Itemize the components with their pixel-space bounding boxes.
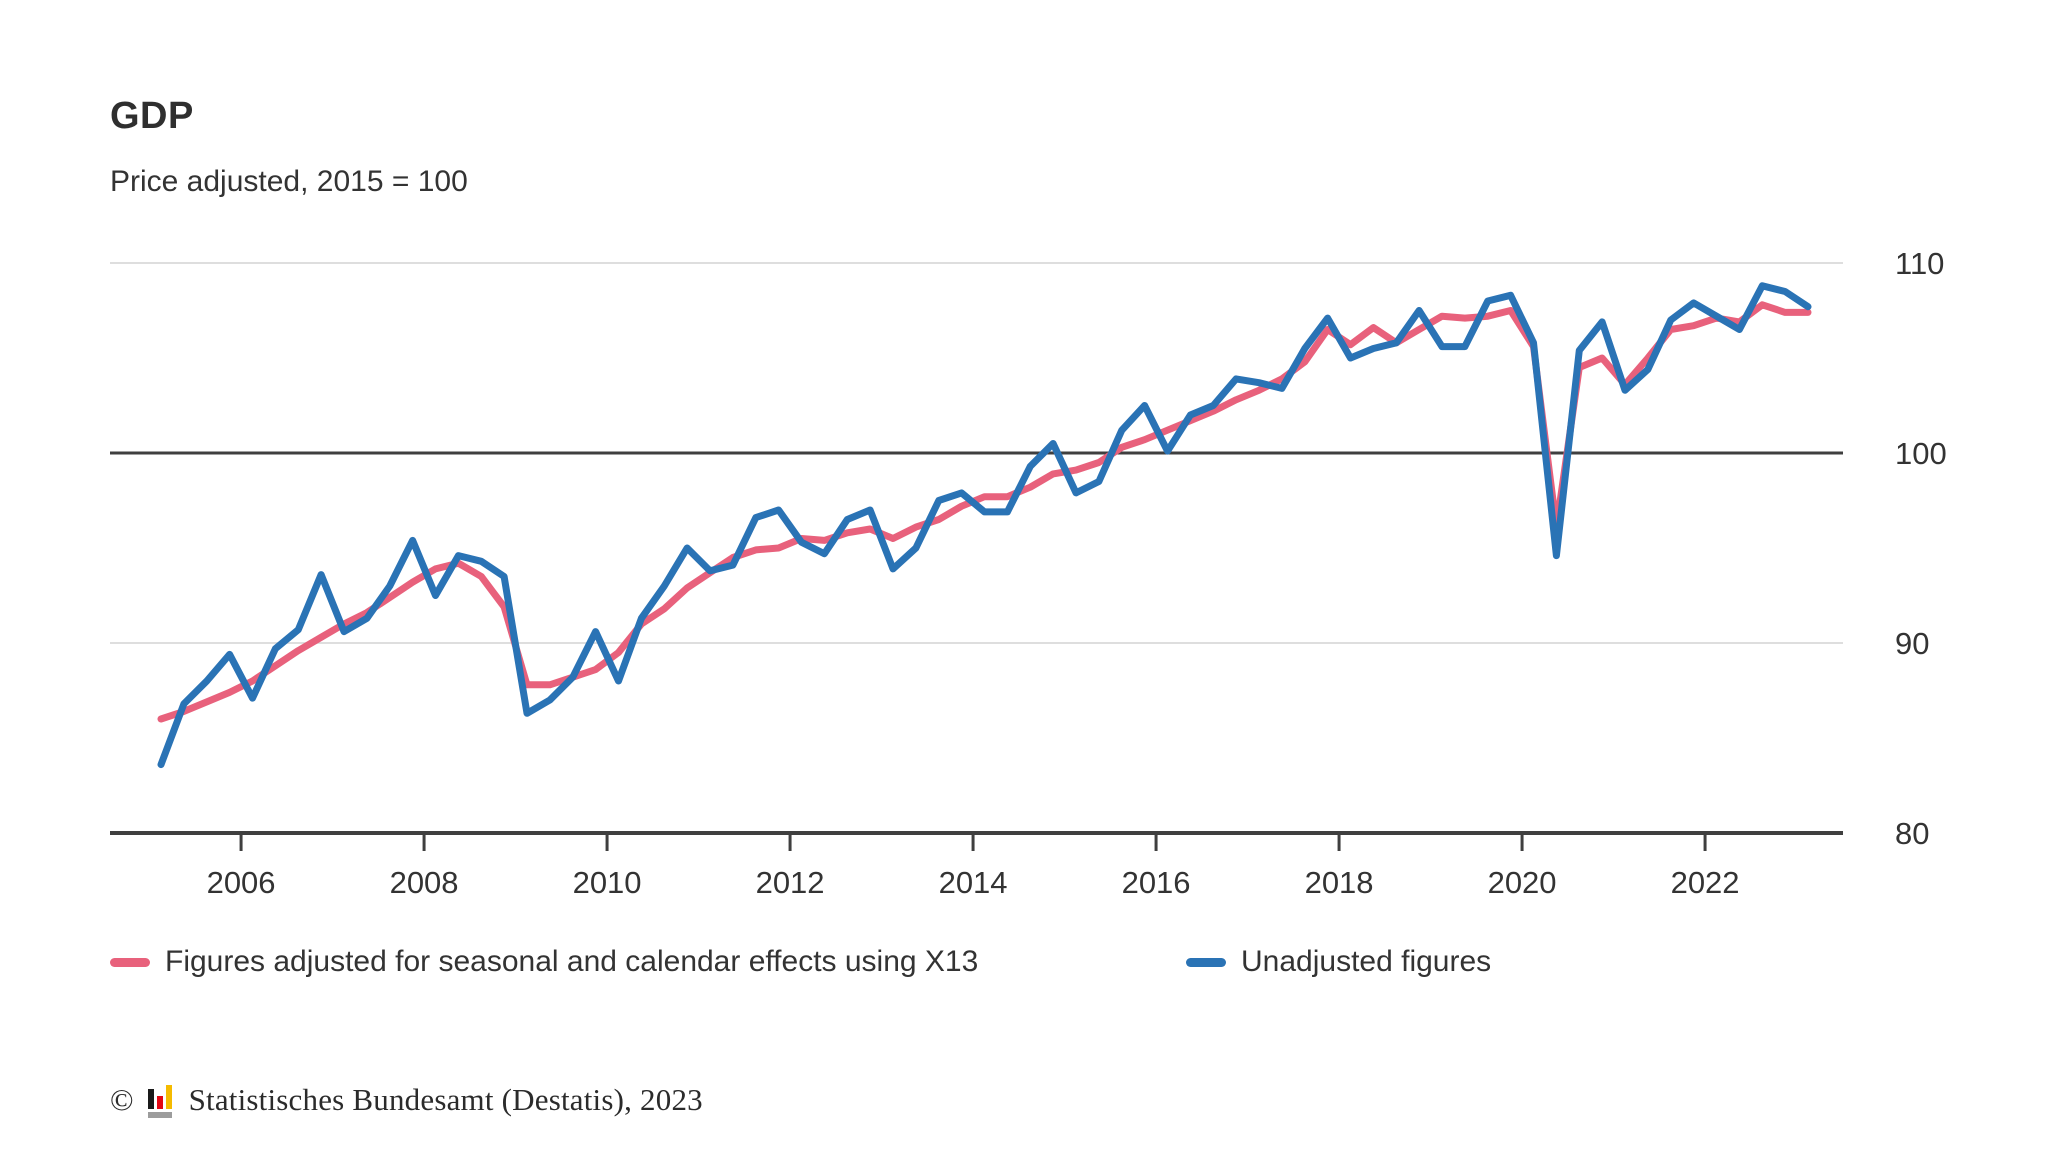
page-title: GDP bbox=[110, 95, 194, 137]
x-axis-label-2018: 2018 bbox=[1305, 865, 1374, 900]
y-axis-label-80: 80 bbox=[1895, 816, 1929, 851]
x-axis-label-2016: 2016 bbox=[1122, 865, 1191, 900]
x-axis-label-2012: 2012 bbox=[756, 865, 825, 900]
legend-item-unadjusted: Unadjusted figures bbox=[1186, 940, 1491, 984]
copyright-symbol: © bbox=[110, 1082, 134, 1117]
legend-item-adjusted: Figures adjusted for seasonal and calend… bbox=[110, 940, 978, 984]
source-attribution: © Statistisches Bundesamt (Destatis), 20… bbox=[110, 1078, 703, 1122]
x-axis-label-2014: 2014 bbox=[939, 865, 1008, 900]
legend-label-adjusted: Figures adjusted for seasonal and calend… bbox=[165, 945, 979, 978]
y-axis-label-90: 90 bbox=[1895, 626, 1929, 661]
source-text: Statistisches Bundesamt (Destatis), 2023 bbox=[188, 1082, 703, 1117]
x-axis-label-2022: 2022 bbox=[1671, 865, 1740, 900]
x-axis-label-2006: 2006 bbox=[207, 865, 276, 900]
chart-legend: Figures adjusted for seasonal and calend… bbox=[0, 940, 2048, 984]
legend-label-unadjusted: Unadjusted figures bbox=[1241, 945, 1492, 978]
unadjusted-series-line bbox=[157, 282, 1812, 769]
x-axis-label-2020: 2020 bbox=[1488, 865, 1557, 900]
x-axis-label-2010: 2010 bbox=[573, 865, 642, 900]
adjusted-series-swatch-icon bbox=[110, 957, 150, 967]
x-axis-label-2008: 2008 bbox=[390, 865, 459, 900]
destatis-bar-chart-logo-icon bbox=[147, 1085, 172, 1118]
unadjusted-series-swatch-icon bbox=[1186, 957, 1226, 967]
chart-subtitle: Price adjusted, 2015 = 100 bbox=[110, 165, 468, 198]
y-axis-label-110: 110 bbox=[1895, 246, 1944, 281]
y-axis-label-100: 100 bbox=[1895, 436, 1947, 471]
